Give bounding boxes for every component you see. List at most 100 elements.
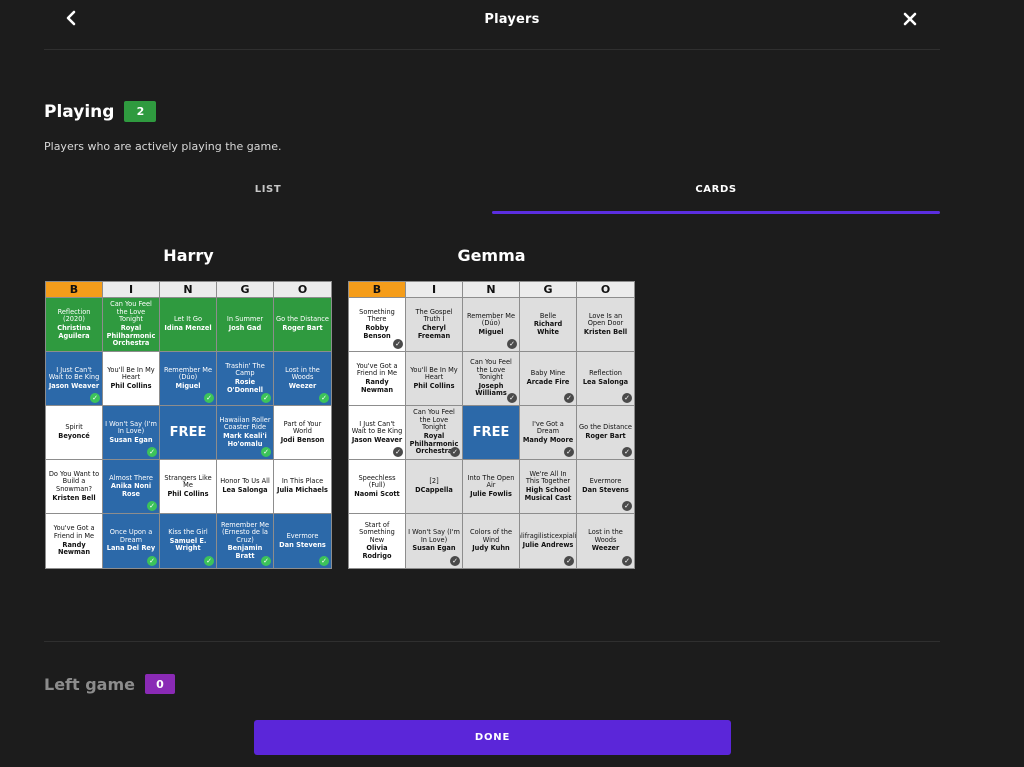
free-space-label: FREE bbox=[472, 425, 510, 440]
bingo-cell[interactable]: I've Got a Dream Mandy Moore ✓ bbox=[520, 406, 577, 460]
cell-artist: High School Musical Cast bbox=[524, 486, 572, 502]
bingo-cell[interactable]: I Won't Say (I'm In Love) Susan Egan ✓ bbox=[103, 406, 160, 460]
bingo-cell[interactable]: You've Got a Friend in Me Randy Newman bbox=[46, 514, 103, 568]
divider bbox=[44, 641, 940, 642]
bingo-cell[interactable]: In This Place Julia Michaels bbox=[274, 460, 331, 514]
cell-song-title: Almost There bbox=[109, 473, 153, 482]
check-icon: ✓ bbox=[147, 556, 157, 566]
bingo-cell[interactable]: Speechless (Full) Naomi Scott bbox=[349, 460, 406, 514]
cell-song-title: Remember Me (Dúo) bbox=[163, 365, 213, 382]
bingo-cell[interactable]: Love Is an Open Door Kristen Bell bbox=[577, 298, 634, 352]
bingo-cell[interactable]: [2] DCappella bbox=[406, 460, 463, 514]
bingo-cell[interactable]: Go the Distance Roger Bart ✓ bbox=[577, 406, 634, 460]
bingo-cell[interactable]: Remember Me (Ernesto de la Cruz) Benjamin… bbox=[217, 514, 274, 568]
bingo-cell[interactable]: You'll Be In My Heart Phil Collins bbox=[103, 352, 160, 406]
cell-artist: Julia Michaels bbox=[277, 486, 328, 494]
cell-artist: Lea Salonga bbox=[222, 486, 268, 494]
bingo-cell[interactable]: Spirit Beyoncé bbox=[46, 406, 103, 460]
bingo-cell[interactable]: Hawaiian Roller Coaster Ride Mark Keali'i… bbox=[217, 406, 274, 460]
bingo-cell[interactable]: Evermore Dan Stevens ✓ bbox=[577, 460, 634, 514]
cell-artist: Randy Newman bbox=[360, 378, 394, 394]
check-icon: ✓ bbox=[450, 447, 460, 457]
bingo-cell[interactable]: I Just Can't Wait to Be King Jason Weaver… bbox=[46, 352, 103, 406]
bingo-cell[interactable]: We're All In This Together High School Mu… bbox=[520, 460, 577, 514]
bingo-cell[interactable]: You'll Be In My Heart Phil Collins bbox=[406, 352, 463, 406]
bingo-cell[interactable]: Evermore Dan Stevens ✓ bbox=[274, 514, 331, 568]
check-icon: ✓ bbox=[564, 556, 574, 566]
cell-song-title: Let It Go bbox=[173, 315, 203, 324]
cell-song-title: Speechless (Full) bbox=[358, 473, 396, 490]
bingo-cell[interactable]: Lost in the Woods Weezer ✓ bbox=[577, 514, 634, 568]
check-icon: ✓ bbox=[147, 501, 157, 511]
cell-song-title: Go the Distance bbox=[276, 315, 329, 324]
bingo-cell[interactable]: Trashin' The Camp Rosie O'Donnell ✓ bbox=[217, 352, 274, 406]
done-button[interactable]: DONE bbox=[254, 720, 731, 755]
bingo-cell[interactable]: In Summer Josh Gad bbox=[217, 298, 274, 352]
bingo-cell[interactable]: Baby Mine Arcade Fire ✓ bbox=[520, 352, 577, 406]
bingo-cell[interactable]: Remember Me (Dúo) Miguel ✓ bbox=[463, 298, 520, 352]
cell-song-title: I've Got a Dream bbox=[532, 419, 564, 436]
cell-artist: Weezer bbox=[288, 381, 317, 390]
cell-song-title: Once Upon a Dream bbox=[109, 528, 153, 544]
bingo-cell[interactable]: Start of Something New Olivia Rodrigo bbox=[349, 514, 406, 568]
cell-artist: Dan Stevens bbox=[582, 486, 629, 494]
cell-artist: Judy Kuhn bbox=[472, 544, 510, 553]
cell-song-title: Belle bbox=[539, 311, 557, 320]
bingo-cell[interactable]: I Won't Say (I'm In Love) Susan Egan ✓ bbox=[406, 514, 463, 568]
cell-artist: Dan Stevens bbox=[279, 540, 326, 549]
tab-list[interactable]: LIST bbox=[44, 176, 492, 214]
bingo-cell[interactable]: Colors of the Wind Judy Kuhn bbox=[463, 514, 520, 568]
bingo-letter-n: N bbox=[160, 282, 217, 298]
bingo-letter-i: I bbox=[406, 282, 463, 298]
bingo-cell[interactable]: Can You Feel the Love Tonight Royal Philh… bbox=[103, 298, 160, 352]
bingo-cell[interactable]: Part of Your World Jodi Benson bbox=[274, 406, 331, 460]
bingo-letter-b: B bbox=[349, 282, 406, 298]
bingo-letter-g: G bbox=[520, 282, 577, 298]
check-icon: ✓ bbox=[622, 556, 632, 566]
bingo-cell[interactable]: FREE bbox=[160, 406, 217, 460]
cell-song-title: Evermore bbox=[286, 531, 319, 540]
bingo-cell[interactable]: Lost in the Woods Weezer ✓ bbox=[274, 352, 331, 406]
bingo-letter-b: B bbox=[46, 282, 103, 298]
bingo-cell[interactable]: FREE bbox=[463, 406, 520, 460]
bingo-cell[interactable]: Go the Distance Roger Bart bbox=[274, 298, 331, 352]
bingo-cell[interactable]: Almost There Anika Noni Rose ✓ bbox=[103, 460, 160, 514]
bingo-cell[interactable]: Kiss the Girl Samuel E. Wright ✓ bbox=[160, 514, 217, 568]
playing-title: Playing bbox=[44, 101, 115, 122]
cell-artist: Weezer bbox=[591, 544, 620, 553]
left-game-header: Left game 0 bbox=[44, 674, 175, 694]
divider bbox=[44, 49, 940, 50]
bingo-cell[interactable]: SupercalifragilisticexpialidociousJulie … bbox=[520, 514, 577, 568]
bingo-cell[interactable]: You've Got a Friend in Me Randy Newman bbox=[349, 352, 406, 406]
bingo-cell[interactable]: Do You Want to Build a Snowman? Kristen B… bbox=[46, 460, 103, 514]
close-button[interactable] bbox=[896, 7, 924, 33]
cell-artist: Roger Bart bbox=[282, 324, 323, 332]
bingo-cell[interactable]: Can You Feel the Love Tonight Joseph Will… bbox=[463, 352, 520, 406]
tab-cards[interactable]: CARDS bbox=[492, 176, 940, 214]
cell-song-title: I Won't Say (I'm In Love) bbox=[408, 528, 460, 544]
cell-artist: Roger Bart bbox=[585, 432, 626, 440]
cell-song-title: Into The Open Air bbox=[467, 473, 515, 490]
cell-song-title: The Gospel Truth I bbox=[415, 307, 453, 324]
close-icon bbox=[903, 11, 917, 30]
cell-artist: Royal Philharmonic Orchestra bbox=[409, 432, 459, 456]
bingo-cell[interactable]: Remember Me (Dúo) Miguel ✓ bbox=[160, 352, 217, 406]
bingo-cell[interactable]: Honor To Us All Lea Salonga bbox=[217, 460, 274, 514]
bingo-cell[interactable]: Let It Go Idina Menzel bbox=[160, 298, 217, 352]
bingo-cell[interactable]: Something There Robby Benson ✓ bbox=[349, 298, 406, 352]
free-space-label: FREE bbox=[169, 425, 207, 440]
bingo-cell[interactable]: Into The Open Air Julie Fowlis bbox=[463, 460, 520, 514]
bingo-cell[interactable]: Once Upon a Dream Lana Del Rey ✓ bbox=[103, 514, 160, 568]
bingo-cell[interactable]: The Gospel Truth I Cheryl Freeman bbox=[406, 298, 463, 352]
cell-artist: Kristen Bell bbox=[583, 327, 628, 336]
bingo-cell[interactable]: Can You Feel the Love Tonight Royal Philh… bbox=[406, 406, 463, 460]
playing-subtitle: Players who are actively playing the gam… bbox=[44, 140, 282, 153]
bingo-cell[interactable]: Reflection Lea Salonga ✓ bbox=[577, 352, 634, 406]
bingo-cell[interactable]: I Just Can't Wait to Be King Jason Weaver… bbox=[349, 406, 406, 460]
check-icon: ✓ bbox=[204, 393, 214, 403]
back-button[interactable] bbox=[58, 7, 84, 33]
cell-song-title: [2] bbox=[429, 477, 439, 486]
bingo-cell[interactable]: Reflection (2020) Christina Aguilera bbox=[46, 298, 103, 352]
bingo-cell[interactable]: Strangers Like Me Phil Collins bbox=[160, 460, 217, 514]
bingo-cell[interactable]: Belle Richard White bbox=[520, 298, 577, 352]
